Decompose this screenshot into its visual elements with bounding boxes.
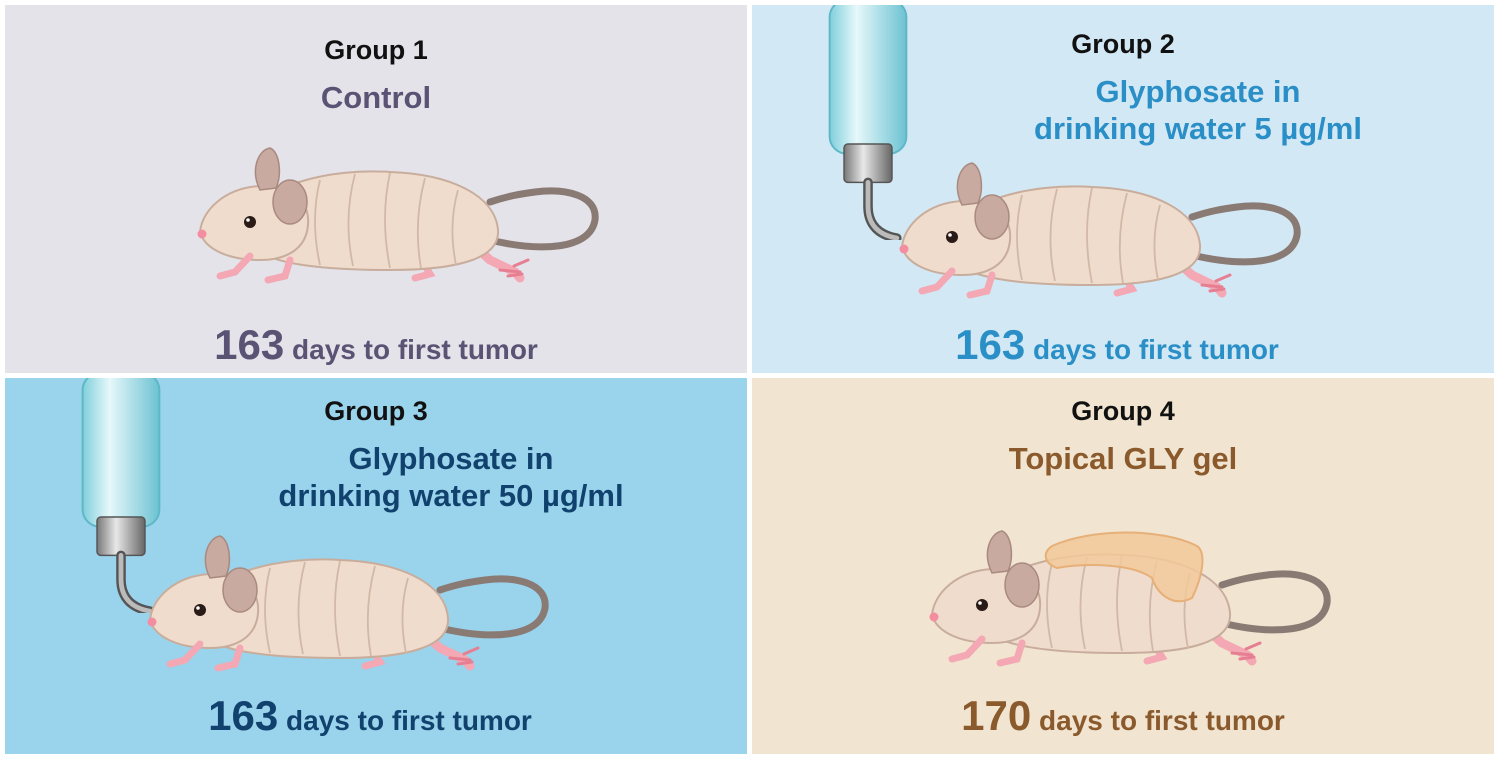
- days-label: days to first tumor: [1039, 705, 1285, 736]
- days-value: 163: [214, 321, 285, 368]
- days-to-tumor: 163 days to first tumor: [155, 692, 585, 740]
- days-label: days to first tumor: [292, 334, 538, 365]
- mouse-icon: [900, 163, 1298, 295]
- mouse-drinking-illustration: [752, 5, 1494, 373]
- days-value: 163: [955, 321, 1026, 368]
- group-title: Group 4: [1071, 396, 1175, 426]
- days-value: 170: [961, 692, 1032, 739]
- condition-line: Glyphosate in: [1095, 74, 1301, 109]
- group-title: Group 2: [1071, 29, 1175, 59]
- days-to-tumor: 170 days to first tumor: [752, 692, 1494, 740]
- group-3-panel: Group 3 Glyphosate in drinking water 50 µ…: [5, 378, 747, 754]
- group-condition: Glyphosate in drinking water 50 µg/ml: [155, 440, 747, 514]
- mouse-icon: [148, 536, 546, 668]
- group-condition: Topical GLY gel: [752, 440, 1494, 477]
- days-label: days to first tumor: [286, 705, 532, 736]
- days-value: 163: [208, 692, 279, 739]
- condition-line: drinking water 5 µg/ml: [1034, 111, 1362, 146]
- group-2-panel: Group 2 Glyphosate in drinking water 5 µg…: [752, 5, 1494, 373]
- mouse-gel-illustration: [752, 378, 1494, 754]
- group-condition: Control: [5, 79, 747, 116]
- mouse-icon: [198, 148, 596, 280]
- mouse-illustration: [5, 5, 747, 373]
- group-title: Group 3: [324, 396, 428, 426]
- group-4-panel: Group 4 Topical GLY gel 170 days to firs…: [752, 378, 1494, 754]
- group-1-panel: Group 1 Control 163 days to first tumor: [5, 5, 747, 373]
- group-condition: Glyphosate in drinking water 5 µg/ml: [902, 73, 1494, 147]
- group-title: Group 1: [324, 35, 428, 65]
- gel-patch-icon: [1044, 531, 1204, 603]
- days-label: days to first tumor: [1033, 334, 1279, 365]
- condition-line: Glyphosate in: [348, 441, 554, 476]
- days-to-tumor: 163 days to first tumor: [5, 321, 747, 369]
- days-to-tumor: 163 days to first tumor: [902, 321, 1332, 369]
- condition-line: drinking water 50 µg/ml: [278, 478, 624, 513]
- condition-line: Control: [320, 80, 432, 115]
- condition-line: Topical GLY gel: [1008, 441, 1238, 476]
